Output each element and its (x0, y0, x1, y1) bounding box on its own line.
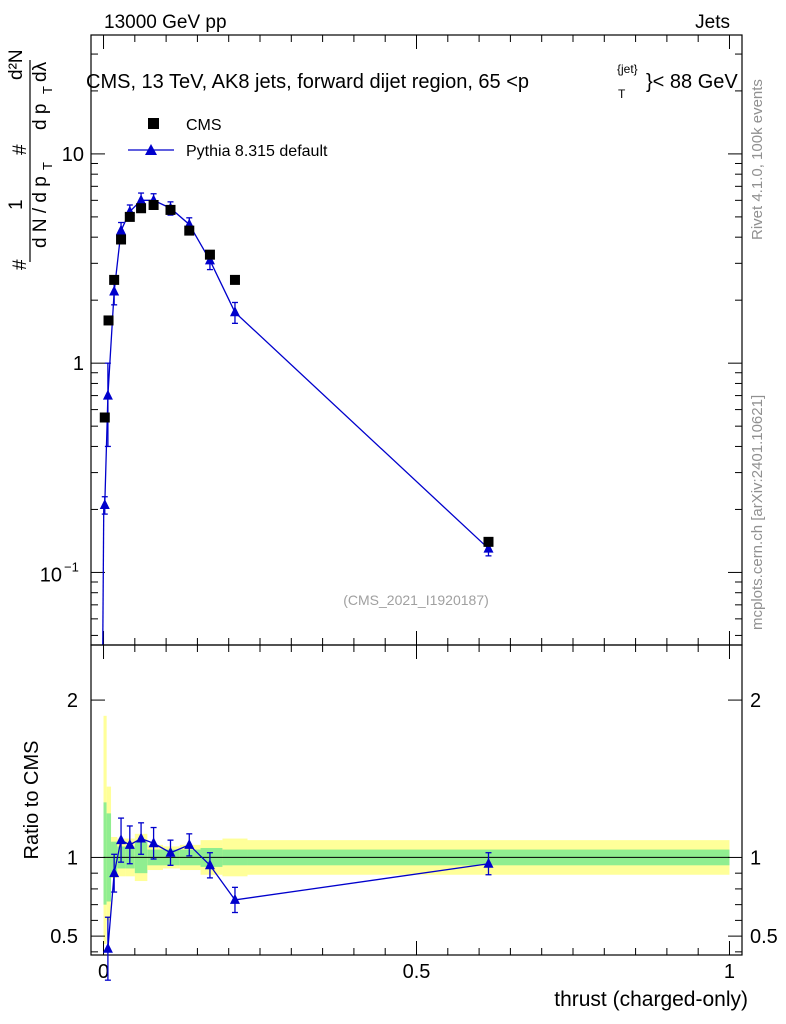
ratio-ytick-label-right: 1 (750, 847, 761, 869)
ytick-label-10: 10 (62, 144, 84, 166)
ratio-point (102, 942, 113, 953)
cms-point (116, 234, 127, 245)
ratio-point (204, 859, 215, 870)
cms-point (99, 412, 110, 423)
ytick-label-1: 1 (73, 353, 84, 375)
legend-pythia-label: Pythia 8.315 default (186, 143, 328, 160)
xtick-label: 0 (98, 961, 109, 983)
ratio-ytick-label-right: 2 (750, 690, 761, 712)
ratio-point (184, 838, 195, 849)
ratio-point (148, 837, 159, 848)
main-ylabel: # 1 d N / d p T # d²N d p T dλ (6, 49, 55, 270)
ratio-ylabel: Ratio to CMS (21, 741, 43, 860)
pythia-point (99, 499, 110, 510)
pythia-point (116, 224, 127, 235)
header-right: Jets (695, 12, 730, 33)
cms-point (184, 225, 195, 236)
ratio-point (229, 893, 240, 904)
ylabel-dN: d N / d p (30, 176, 51, 248)
ratio-point (136, 832, 147, 843)
ratio-frame (90, 644, 743, 956)
legend-pythia-marker (145, 144, 157, 155)
mcplots-label: mcplots.cern.ch [arXiv:2401.10621] (749, 395, 766, 630)
pythia-point (109, 285, 120, 296)
ratio-ytick-label-right: 0.5 (750, 926, 778, 948)
ylabel-hash1: # (10, 259, 31, 270)
ylabel-T2: T (40, 86, 55, 94)
cms-point (483, 536, 494, 547)
ratio-point (165, 846, 176, 857)
cms-point (229, 274, 240, 285)
ratio-point (109, 867, 120, 878)
ytick-label-0.1: 10 (40, 564, 62, 586)
plot-title: CMS, 13 TeV, AK8 jets, forward dijet reg… (86, 62, 738, 101)
ratio-point (116, 834, 127, 845)
pythia-point (102, 389, 113, 400)
cms-point (204, 249, 215, 260)
ratio-point (483, 857, 494, 868)
ylabel-d2N: d²N (6, 49, 27, 80)
pythia-line-edge (102, 504, 105, 646)
plot-title-end: }< 88 GeV (646, 71, 738, 93)
header-left: 13000 GeV pp (104, 12, 227, 33)
cms-point (109, 274, 120, 285)
plot-title-sup: {jet} (617, 62, 638, 76)
plot-title-text: CMS, 13 TeV, AK8 jets, forward dijet reg… (86, 71, 529, 93)
xtick-label: 0.5 (403, 961, 431, 983)
cms-point (148, 199, 159, 210)
band-inner (103, 802, 107, 905)
pythia-point (136, 194, 147, 205)
plot-title-sub: T (618, 87, 626, 101)
watermark: (CMS_2021_I1920187) (343, 592, 489, 608)
ylabel-dlambda: dλ (30, 61, 51, 82)
legend-cms-label: CMS (186, 117, 222, 134)
pythia-point (229, 306, 240, 317)
ratio-ytick-label-left: 0.5 (50, 926, 78, 948)
ylabel-one: 1 (6, 199, 27, 210)
pythia-point (483, 542, 494, 553)
ratio-panel: 0.5 0.5 1 1 2 2 0 0.5 1 Ratio to CMS thrust (cha… (21, 644, 778, 1011)
rivet-label: Rivet 4.1.0, 100k events (749, 79, 766, 240)
legend-cms-marker (148, 118, 159, 129)
ylabel-T: T (40, 162, 55, 170)
ratio-ytick-label-left: 2 (67, 690, 78, 712)
pythia-line (104, 199, 489, 550)
cms-point (165, 204, 176, 215)
ylabel-hash2: # (10, 144, 31, 155)
cms-point (103, 315, 114, 326)
ytick-label-0.1-exp: −1 (64, 559, 79, 574)
cms-point (136, 203, 147, 214)
ratio-point (124, 838, 135, 849)
ratio-ytick-label-left: 1 (67, 847, 78, 869)
ylabel-dpT: d p (30, 104, 51, 130)
cms-point (124, 211, 135, 222)
xtick-label: 1 (724, 961, 735, 983)
legend: CMS Pythia 8.315 default (128, 117, 328, 160)
xaxis-label: thrust (charged-only) (554, 988, 748, 1011)
